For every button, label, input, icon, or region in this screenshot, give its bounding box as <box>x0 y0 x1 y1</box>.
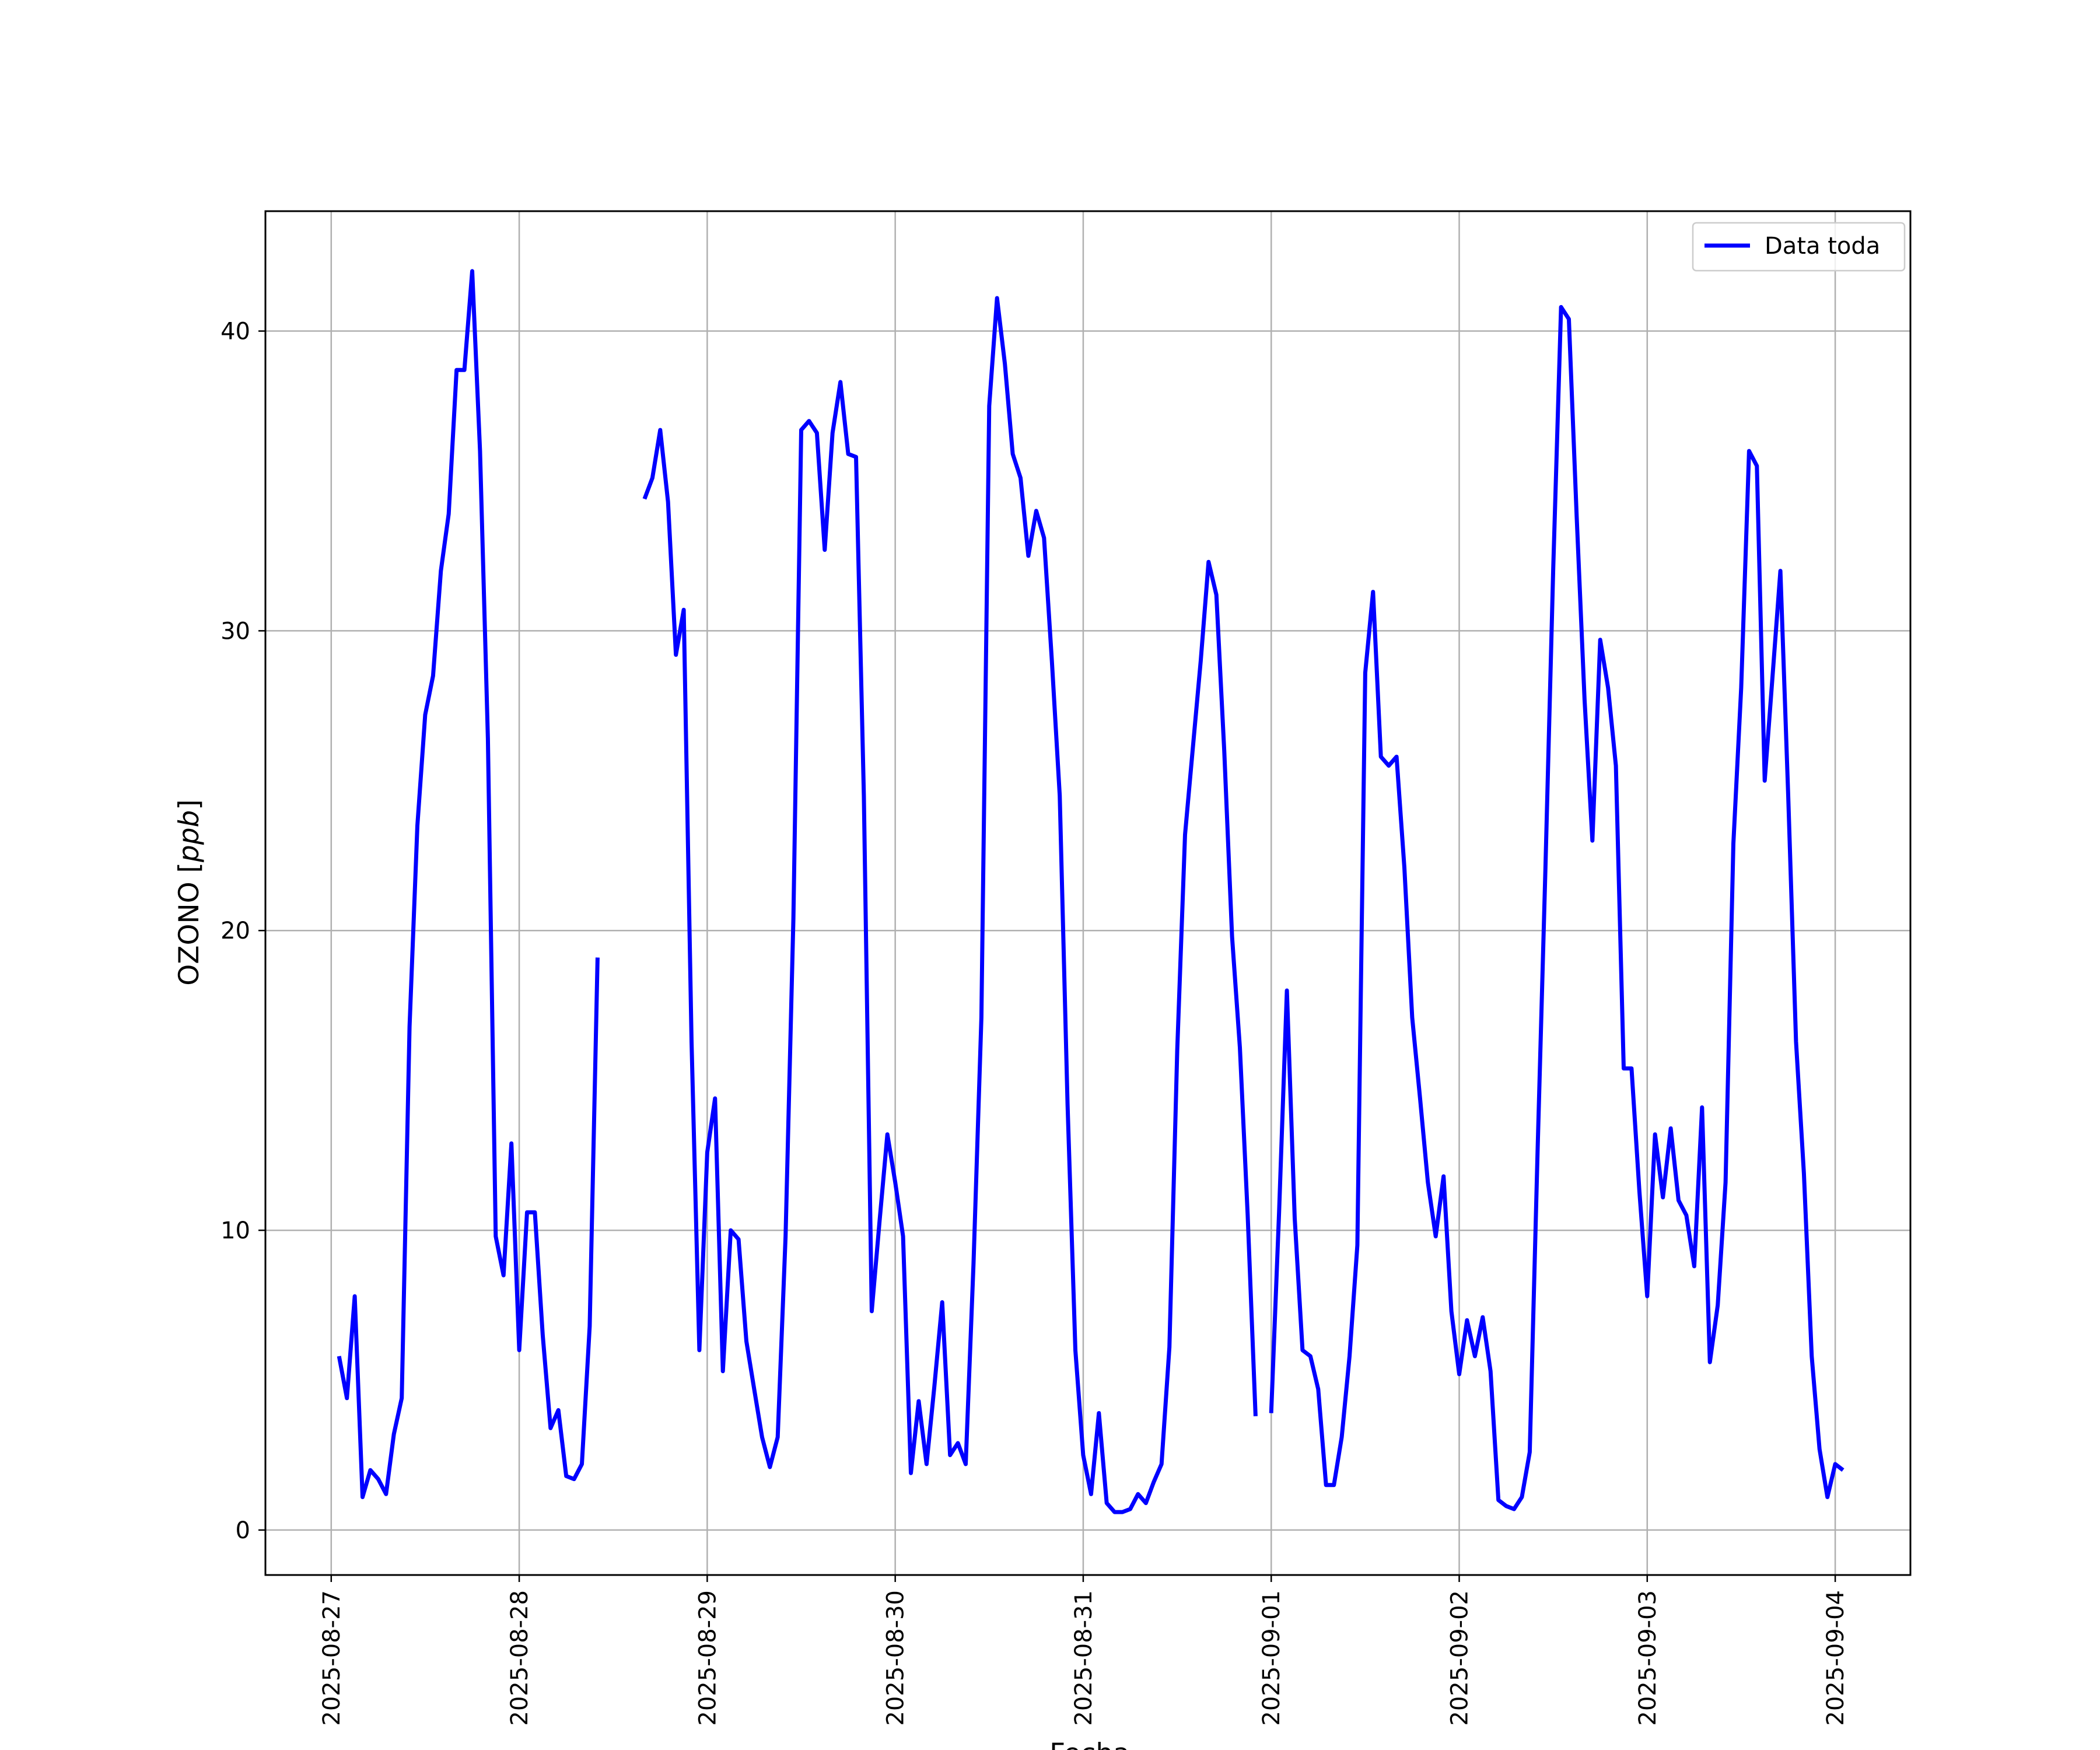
y-tick-label: 0 <box>236 1517 250 1544</box>
x-axis-title: Fecha <box>1049 1738 1130 1750</box>
series-line-0 <box>337 269 1845 1514</box>
y-tick-label: 30 <box>220 618 250 645</box>
x-tick-label: 2025-08-27 <box>318 1590 345 1726</box>
x-tick-label: 2025-08-31 <box>1070 1590 1097 1726</box>
x-tick-label: 2025-08-28 <box>506 1590 533 1726</box>
plot-frame <box>264 210 1912 1576</box>
x-axis: 2025-08-27 2025-08-28 2025-08-29 2025-08-30… <box>318 1575 1849 1726</box>
y-tick-label: 10 <box>220 1217 250 1244</box>
x-tick-label: 2025-09-03 <box>1634 1590 1661 1726</box>
y-axis: 0 10 20 30 40 <box>220 318 265 1544</box>
series-layer <box>337 269 1845 1514</box>
y-tick-label: 20 <box>220 918 250 944</box>
x-tick-label: 2025-09-04 <box>1822 1590 1849 1726</box>
grid <box>265 211 1910 1575</box>
x-tick-label: 2025-09-02 <box>1447 1590 1474 1726</box>
x-tick-label: 2025-09-01 <box>1258 1590 1285 1726</box>
y-axis-title-unit: ppb <box>173 810 205 863</box>
legend-box <box>1692 222 1906 272</box>
x-tick-label: 2025-08-30 <box>883 1590 909 1726</box>
y-axis-title-main: OZONO <box>173 881 205 985</box>
x-tick-label: 2025-08-29 <box>694 1590 721 1726</box>
y-tick-label: 40 <box>220 318 250 345</box>
legend-label: Data toda <box>1765 233 1880 260</box>
y-axis-title: OZONO [ppb] <box>173 799 205 985</box>
y-axis-title-close-bracket: ] <box>173 799 205 810</box>
y-axis-title-open-bracket: [ <box>173 862 205 881</box>
legend: Data toda <box>1692 222 1906 272</box>
